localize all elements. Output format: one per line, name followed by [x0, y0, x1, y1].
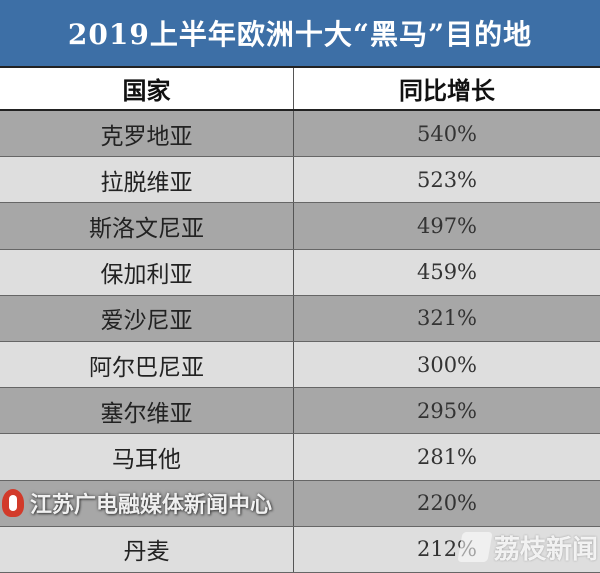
header-country: 国家: [0, 68, 294, 109]
table-row: 保加利亚 459%: [0, 249, 600, 296]
header-growth: 同比增长: [399, 76, 495, 105]
cell-growth: 459%: [416, 260, 478, 285]
table-header: 国家 同比增长: [0, 66, 600, 111]
cell-growth: 321%: [416, 306, 478, 331]
cell-growth: 523%: [416, 167, 478, 192]
table-row: 马耳他 281%: [0, 434, 600, 481]
cell-country: 丹麦: [0, 526, 294, 572]
table-row: 爱沙尼亚 321%: [0, 295, 600, 342]
table-row: 塞尔维亚 295%: [0, 388, 600, 435]
cell-country: 爱沙尼亚: [0, 295, 294, 341]
cell-growth: 540%: [416, 121, 478, 146]
cell-country: 斯洛文尼亚: [0, 203, 294, 249]
broadcast-logo-icon: [2, 489, 24, 517]
cell-growth: 295%: [416, 398, 478, 423]
watermark-left: 江苏广电融媒体新闻中心: [2, 483, 272, 523]
cell-growth: 300%: [416, 352, 478, 377]
table-title: 2019上半年欧洲十大“黑马”目的地: [0, 0, 600, 66]
watermark-right: 荔枝新闻: [457, 527, 598, 567]
table-row: 拉脱维亚 523%: [0, 157, 600, 204]
table-row: 斯洛文尼亚 497%: [0, 203, 600, 250]
cell-growth: 281%: [416, 444, 478, 469]
cell-growth: 497%: [416, 213, 478, 238]
cell-country: 保加利亚: [0, 249, 294, 295]
table-row: 克罗地亚 540%: [0, 111, 600, 158]
watermark-right-text: 荔枝新闻: [493, 534, 598, 565]
cell-country: 克罗地亚: [0, 111, 294, 157]
cell-growth: 220%: [416, 491, 478, 516]
cell-country: 拉脱维亚: [0, 157, 294, 203]
table-body: 克罗地亚 540% 拉脱维亚 523% 斯洛文尼亚 497% 保加利亚 459% 爱沙尼亚 321…: [0, 111, 600, 573]
lizhi-logo-icon: [457, 532, 493, 562]
cell-country: [0, 480, 294, 526]
cell-country: 阿尔巴尼亚: [0, 341, 294, 388]
cell-country: 塞尔维亚: [0, 388, 294, 434]
table-row: 阿尔巴尼亚 300%: [0, 341, 600, 389]
table-row: 丹麦 212%: [0, 526, 600, 573]
cell-country: 马耳他: [0, 434, 294, 480]
table-row: 220%: [0, 480, 600, 527]
watermark-left-text: 江苏广电融媒体新闻中心: [30, 493, 273, 518]
